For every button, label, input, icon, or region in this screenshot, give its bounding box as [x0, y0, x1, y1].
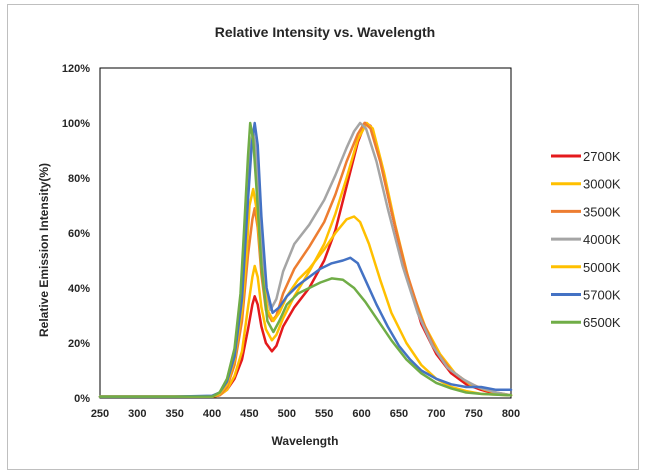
- y-tick-label: 40%: [68, 283, 90, 295]
- series-line-4000k: [98, 121, 513, 398]
- chart-frame: [7, 4, 639, 470]
- y-tick-label: 120%: [62, 63, 90, 75]
- x-tick-label: 350: [166, 408, 184, 420]
- legend-label-4000k: 4000K: [583, 232, 621, 247]
- legend-label-5000k: 5000K: [583, 260, 621, 275]
- series-line-5700k: [98, 121, 513, 398]
- legend-label-3000k: 3000K: [583, 177, 621, 192]
- legend: 2700K 3000K 3500K 4000K 5000K 5700K 6500K: [551, 149, 621, 330]
- series-line-3000k: [98, 121, 513, 398]
- legend-label-5700k: 5700K: [583, 288, 621, 303]
- x-tick-label: 600: [352, 408, 370, 420]
- y-tick-label: 80%: [68, 173, 90, 185]
- x-tick-label: 800: [502, 408, 520, 420]
- legend-label-3500k: 3500K: [583, 204, 621, 219]
- x-tick-label: 700: [427, 408, 445, 420]
- y-axis-title: Relative Emission Intensity(%): [37, 163, 51, 337]
- series-line-2700k: [98, 121, 513, 398]
- y-tick-label: 100%: [62, 118, 90, 130]
- y-tick-label: 20%: [68, 338, 90, 350]
- x-tick-label: 450: [240, 408, 258, 420]
- x-tick-label: 300: [128, 408, 146, 420]
- series-line-6500k: [98, 121, 513, 398]
- x-tick-label: 250: [91, 408, 109, 420]
- x-tick-label: 550: [315, 408, 333, 420]
- chart-title: Relative Intensity vs. Wavelength: [215, 24, 435, 40]
- x-tick-label: 400: [203, 408, 221, 420]
- x-tick-label: 500: [278, 408, 296, 420]
- x-tick-label: 750: [464, 408, 482, 420]
- x-axis-title: Wavelength: [272, 434, 339, 448]
- legend-label-2700k: 2700K: [583, 149, 621, 164]
- plot-area: 0% 20% 40% 60% 80% 100% 120% 250 300 350 400 450 500…: [62, 63, 520, 420]
- y-tick-label: 0%: [74, 393, 90, 405]
- legend-label-6500k: 6500K: [583, 315, 621, 330]
- series-line-3500k: [98, 121, 513, 398]
- plot-border: [99, 67, 512, 399]
- y-tick-label: 60%: [68, 228, 90, 240]
- x-tick-label: 650: [390, 408, 408, 420]
